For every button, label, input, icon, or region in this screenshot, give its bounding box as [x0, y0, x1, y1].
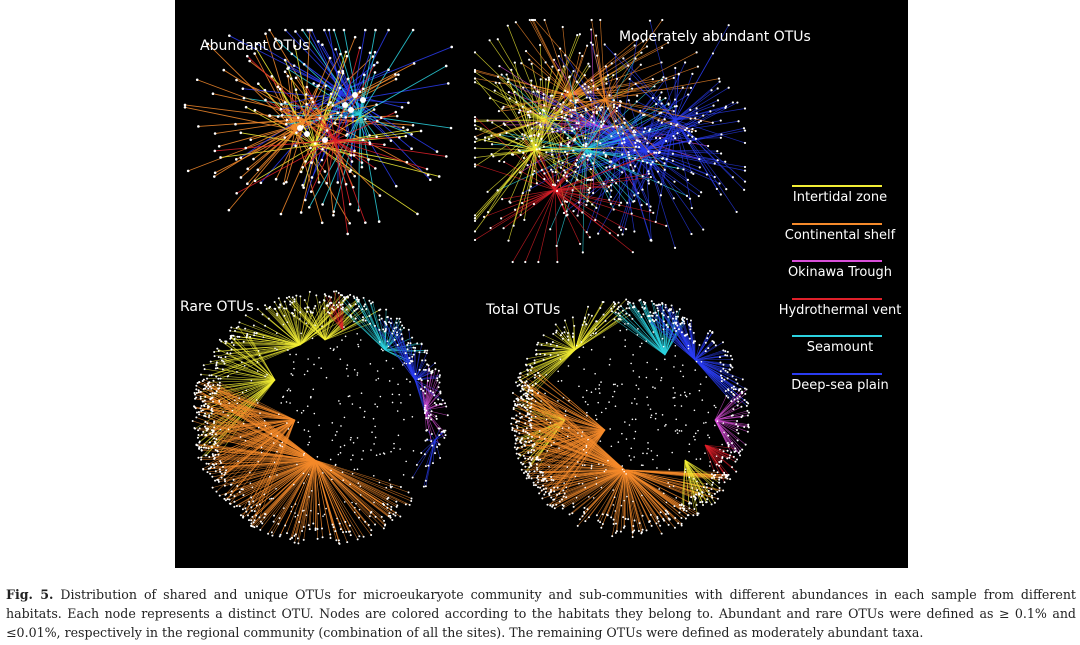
legend-line-deep-sea-plain [792, 372, 882, 375]
legend-item-seamount: Seamount [775, 330, 905, 368]
network-graphics [183, 18, 750, 545]
legend-label-hydrothermal-vent: Hydrothermal vent [778, 302, 902, 318]
legend-item-continental-shelf: Continental shelf [775, 218, 905, 256]
figure-caption: Fig. 5. Distribution of shared and uniqu… [6, 585, 1076, 642]
legend-line-intertidal-zone [792, 185, 882, 187]
network-figure: Abundant OTUs Moderately abundant OTUs R… [175, 0, 908, 568]
legend-line-seamount [792, 335, 882, 337]
legend-label-intertidal-zone: Intertidal zone [792, 190, 888, 205]
rare-otus-title: Rare OTUs [180, 299, 254, 315]
legend-line-okinawa-trough [792, 260, 882, 262]
moderately-abundant-otus-title: Moderately abundant OTUs [619, 29, 811, 45]
legend-line-hydrothermal-vent [792, 297, 882, 300]
legend-label-deep-sea-plain: Deep-sea plain [791, 377, 889, 393]
legend-line-continental-shelf [792, 222, 882, 225]
legend-item-okinawa-trough: Okinawa Trough [775, 255, 905, 293]
total-otus-title: Total OTUs [486, 302, 561, 318]
legend-item-hydrothermal-vent: Hydrothermal vent [775, 293, 905, 331]
legend-label-seamount: Seamount [806, 340, 874, 355]
legend-label-okinawa-trough: Okinawa Trough [787, 265, 893, 280]
legend-item-deep-sea-plain: Deep-sea plain [775, 368, 905, 406]
caption-text: Distribution of shared and unique OTUs f… [6, 587, 1076, 640]
legend-label-continental-shelf: Continental shelf [784, 227, 896, 243]
legend-item-intertidal-zone: Intertidal zone [775, 180, 905, 218]
caption-label: Fig. 5. [6, 587, 54, 602]
abundant-otus-title: Abundant OTUs [200, 38, 310, 54]
habitat-legend: Intertidal zone Continental shelf Okinaw… [775, 180, 905, 405]
